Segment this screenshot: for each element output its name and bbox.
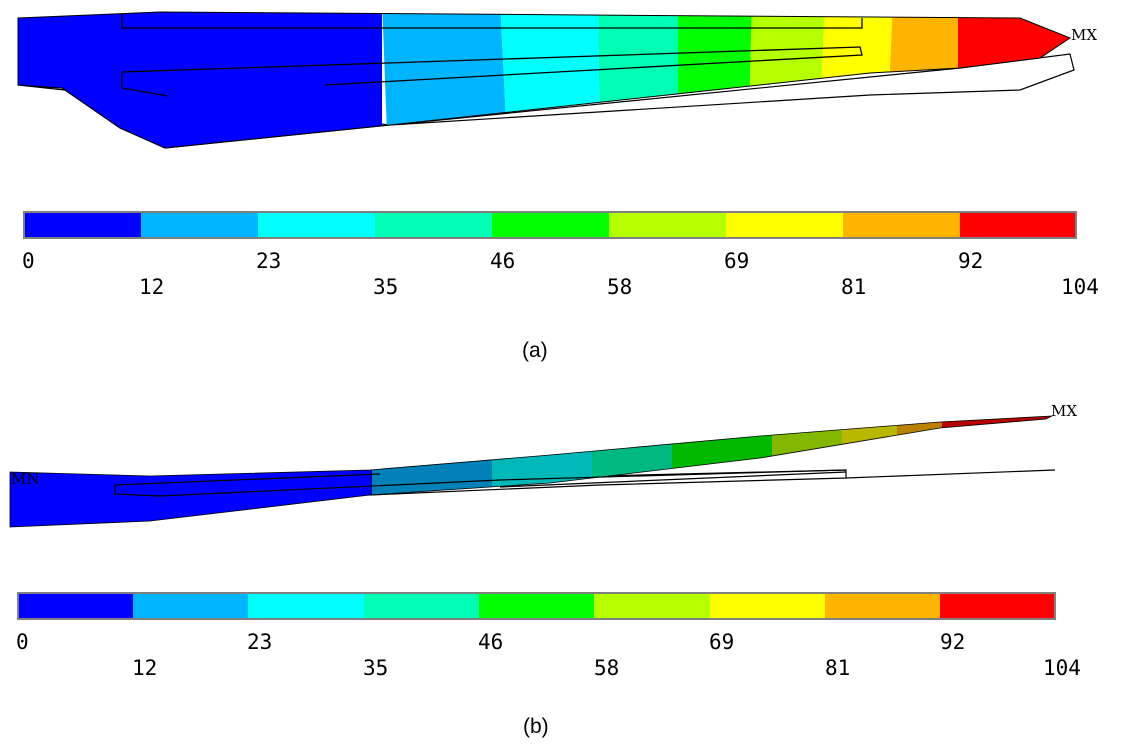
scale-swatch (364, 594, 479, 618)
panel-a-scale-swatches (25, 213, 1075, 237)
scale-tick-label: 92 (940, 630, 965, 654)
contour-band-1 (10, 416, 372, 527)
contour-band-5 (672, 416, 772, 527)
scale-tick-label: 12 (139, 275, 164, 299)
panel-a-blade-edge (17, 11, 1072, 149)
scale-swatch (19, 594, 133, 618)
panel-b-min-marker: MN (11, 470, 39, 488)
scale-swatch (492, 213, 609, 237)
scale-swatch (594, 594, 710, 618)
scale-tick-label: 35 (373, 275, 398, 299)
scale-swatch (248, 594, 364, 618)
scale-swatch (479, 594, 594, 618)
scale-tick-label: 69 (709, 630, 734, 654)
contour-band-5 (678, 12, 752, 148)
scale-swatch (133, 594, 248, 618)
scale-swatch (141, 213, 258, 237)
panel-b-color-scale: 0 23 46 69 92 12 35 58 81 104 (16, 592, 1081, 680)
scale-swatch (960, 213, 1075, 237)
scale-tick-label: 12 (132, 656, 157, 680)
scale-swatch (258, 213, 375, 237)
contour-band-3 (500, 12, 600, 148)
contour-band-4 (598, 12, 678, 148)
panel-b-scale-swatches (19, 594, 1054, 618)
panel-b-blade-edge (9, 415, 1053, 528)
panel-a-caption: (a) (522, 339, 548, 362)
scale-tick-label: 81 (825, 656, 850, 680)
scale-tick-label: 0 (22, 249, 35, 273)
contour-band-8 (886, 12, 962, 148)
scale-tick-label: 46 (490, 249, 515, 273)
scale-swatch (726, 213, 843, 237)
scale-tick-label: 23 (256, 249, 281, 273)
panel-b-scale-frame (17, 592, 1056, 620)
panel-a-scale-frame (23, 211, 1077, 239)
scale-tick-label: 104 (1061, 275, 1099, 299)
contour-band-1 (18, 12, 382, 148)
panel-b: MN MX (9, 402, 1077, 528)
panel-a-web-lines (121, 14, 863, 97)
scale-tick-label: 58 (607, 275, 632, 299)
contour-band-7 (818, 12, 893, 148)
panel-a-contour-blade (18, 12, 1070, 148)
panel-b-shading (370, 416, 1052, 495)
scale-swatch (843, 213, 960, 237)
scale-tick-label: 35 (363, 656, 388, 680)
panel-b-max-marker: MX (1051, 402, 1077, 420)
contour-band-7 (842, 416, 897, 527)
panel-a-max-marker: MX (1071, 26, 1097, 44)
contour-band-2 (382, 12, 508, 148)
scale-tick-label: 69 (724, 249, 749, 273)
scale-tick-label: 104 (1043, 656, 1081, 680)
scale-tick-label: 81 (841, 275, 866, 299)
contour-band-6 (748, 12, 825, 148)
contour-band-8 (897, 416, 942, 527)
scale-tick-label: 23 (247, 630, 272, 654)
scale-swatch (710, 594, 825, 618)
scale-tick-label: 0 (16, 630, 29, 654)
panel-b-caption: (b) (523, 715, 549, 738)
contour-band-9 (958, 12, 1070, 148)
scale-swatch (375, 213, 492, 237)
scale-swatch (940, 594, 1054, 618)
scale-swatch (609, 213, 726, 237)
panel-a: MX (17, 11, 1097, 149)
scale-tick-label: 92 (958, 249, 983, 273)
scale-tick-label: 46 (478, 630, 503, 654)
panel-b-web-lines (114, 469, 847, 497)
scale-tick-label: 58 (594, 656, 619, 680)
scale-swatch (25, 213, 141, 237)
scale-swatch (825, 594, 940, 618)
panel-a-color-scale: 0 23 46 69 92 12 35 58 81 104 (22, 211, 1099, 299)
